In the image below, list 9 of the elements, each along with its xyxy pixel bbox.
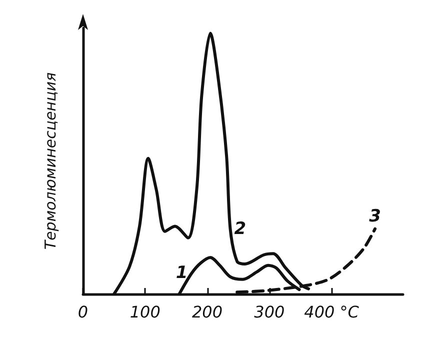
- series-label: 3: [369, 206, 381, 226]
- x-tick-label: 400 °C: [304, 302, 360, 322]
- series-label: 1: [176, 263, 188, 284]
- x-tick-label: 300: [254, 302, 285, 322]
- x-tick-label: 200: [192, 302, 223, 322]
- x-tick-label: 100: [130, 302, 160, 322]
- series-label: 2: [234, 218, 246, 239]
- y-axis-title: Термолюминесценция: [42, 72, 60, 250]
- x-tick-label: 0: [78, 302, 88, 322]
